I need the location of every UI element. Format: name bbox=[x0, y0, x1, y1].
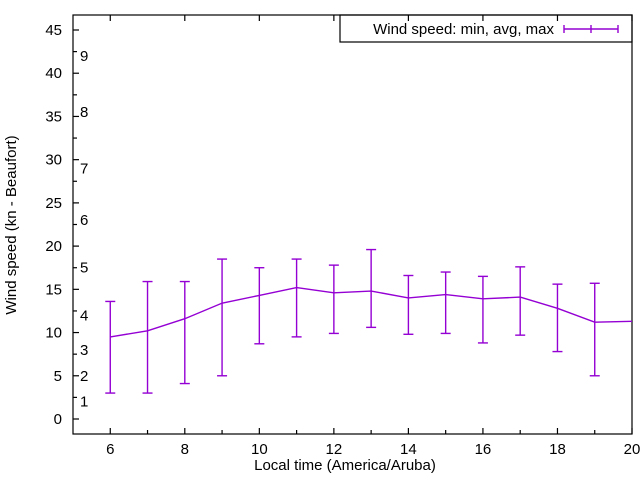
errorbar-group bbox=[589, 282, 600, 377]
y-tick-label-beaufort: 3 bbox=[80, 342, 88, 359]
y-tick-label-beaufort: 4 bbox=[80, 307, 88, 324]
y-tick-label-knots: 40 bbox=[45, 65, 62, 82]
x-tick-label: 14 bbox=[400, 441, 417, 458]
x-tick-label: 16 bbox=[475, 441, 492, 458]
x-tick-label: 20 bbox=[624, 441, 640, 458]
y-tick-label-knots: 35 bbox=[45, 108, 62, 125]
x-tick-label: 18 bbox=[549, 441, 566, 458]
x-tick-label: 12 bbox=[326, 441, 343, 458]
errorbar-group bbox=[254, 267, 265, 345]
legend-border bbox=[339, 14, 633, 43]
x-tick-label: 6 bbox=[106, 441, 114, 458]
plot-border bbox=[72, 14, 633, 435]
y-axis-knot-labels: 0 5 10 15 20 25 30 35 40 45 bbox=[45, 22, 62, 428]
y-tick-label-beaufort: 9 bbox=[80, 48, 88, 65]
y-tick-label-beaufort: 2 bbox=[80, 368, 88, 385]
y-axis-beaufort-labels: 1 2 3 4 5 6 7 8 9 bbox=[80, 48, 88, 411]
y-tick-label-knots: 45 bbox=[45, 22, 62, 39]
x-axis-title: Local time (America/Aruba) bbox=[254, 457, 436, 474]
y-tick-label-beaufort: 7 bbox=[80, 160, 88, 177]
x-tick-label: 8 bbox=[181, 441, 189, 458]
y-tick-label-beaufort: 1 bbox=[80, 394, 88, 411]
errorbar-group bbox=[515, 266, 526, 336]
legend-label: Wind speed: min, avg, max bbox=[373, 21, 554, 38]
errorbar-group bbox=[552, 283, 563, 353]
avg-line bbox=[110, 286, 633, 338]
errorbar-group bbox=[328, 264, 339, 335]
x-tick-label: 10 bbox=[251, 441, 268, 458]
errorbar-group bbox=[142, 280, 153, 394]
y-tick-label-beaufort: 5 bbox=[80, 260, 88, 277]
errorbar-group bbox=[403, 274, 414, 335]
errorbar-group bbox=[477, 275, 488, 344]
legend: Wind speed: min, avg, max bbox=[339, 14, 633, 43]
errorbar-group bbox=[179, 280, 190, 385]
errorbar-group bbox=[366, 248, 377, 329]
errorbar-group bbox=[217, 258, 228, 377]
y-tick-label-knots: 25 bbox=[45, 195, 62, 212]
axes bbox=[72, 14, 633, 435]
y-tick-label-knots: 5 bbox=[54, 368, 62, 385]
errorbar-group bbox=[105, 300, 116, 394]
y-tick-label-knots: 15 bbox=[45, 281, 62, 298]
data-series-wind-speed bbox=[105, 248, 633, 394]
errorbar-group bbox=[440, 271, 451, 335]
y-tick-label-knots: 30 bbox=[45, 152, 62, 169]
y-tick-label-knots: 0 bbox=[54, 411, 62, 428]
y-axis-title: Wind speed (kn - Beaufort) bbox=[3, 135, 20, 314]
x-axis-labels: 6 8 10 12 14 16 18 20 bbox=[106, 441, 640, 458]
y-tick-label-beaufort: 6 bbox=[80, 212, 88, 229]
y-tick-label-beaufort: 8 bbox=[80, 104, 88, 121]
tick-marks bbox=[73, 15, 633, 434]
y-tick-label-knots: 10 bbox=[45, 325, 62, 342]
y-tick-label-knots: 20 bbox=[45, 238, 62, 255]
errorbar-group bbox=[291, 258, 302, 338]
